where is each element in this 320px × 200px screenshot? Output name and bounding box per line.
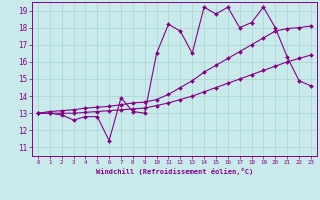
- X-axis label: Windchill (Refroidissement éolien,°C): Windchill (Refroidissement éolien,°C): [96, 168, 253, 175]
